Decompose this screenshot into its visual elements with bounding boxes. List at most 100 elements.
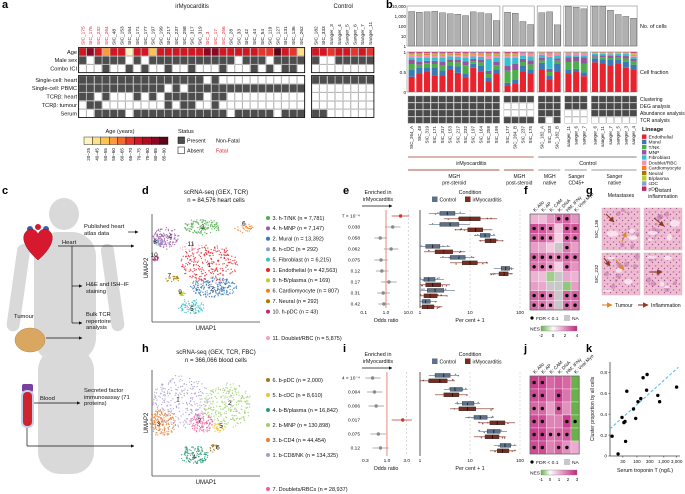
- umap-point: [159, 409, 162, 411]
- fdr-dot: [532, 236, 536, 240]
- umap-point: [246, 395, 249, 397]
- umap-point: [152, 259, 155, 261]
- umap-cluster-4: [180, 445, 209, 465]
- sc_heart-cell: [94, 75, 102, 84]
- tcr-cell: [446, 116, 454, 124]
- umap-point: [224, 395, 226, 397]
- umap-point: [186, 449, 189, 451]
- p-value-label: 0.17: [351, 280, 361, 286]
- serum-cell: [319, 109, 328, 118]
- nes-cell: [554, 261, 563, 272]
- umap-point: [161, 239, 164, 242]
- umap-point: [190, 409, 193, 411]
- tcr_tumour-cell: [281, 100, 290, 110]
- combo_ici-cell: [242, 64, 251, 73]
- sc_heart-cell: [164, 75, 173, 84]
- age-cell: [86, 47, 95, 56]
- umap-point: [214, 411, 217, 413]
- umap-point: [204, 231, 206, 233]
- male_sex-cell: [335, 56, 343, 65]
- umap-point: [168, 243, 170, 246]
- p-value-label: 0.006: [348, 404, 360, 410]
- umap-point: [174, 375, 177, 377]
- serum-cell: [211, 109, 219, 118]
- umap-point: [218, 263, 220, 265]
- fraction-segment: [512, 55, 519, 58]
- umap-point: [193, 401, 195, 403]
- k-y-tick-label: 0.2: [600, 433, 607, 439]
- umap-point: [168, 425, 171, 428]
- umap-point: [230, 262, 233, 264]
- box-jitter-point: [453, 408, 456, 410]
- sample-id-label: sanger_11: [566, 126, 571, 147]
- umap-point: [197, 284, 200, 286]
- box-jitter-point: [484, 239, 487, 241]
- fdr-dot: [565, 265, 569, 269]
- tcr_heart-cell: [133, 92, 141, 101]
- umap-point: [188, 413, 191, 416]
- sample-id-label: SIC_182: [313, 26, 319, 45]
- umap-point: [220, 420, 222, 423]
- box-jitter-point: [438, 374, 440, 376]
- umap-point: [199, 398, 201, 400]
- combo_ici-cell: [195, 64, 204, 73]
- box-jitter-point: [432, 290, 434, 292]
- sample-id-label: SIC_264_A: [409, 126, 414, 149]
- umap-point: [165, 423, 168, 426]
- umap-point: [197, 422, 199, 425]
- percent-tick-label: 100: [516, 310, 524, 316]
- cluster-legend-label: 4. h-MNP (n = 7,147): [273, 226, 325, 232]
- sample-id-label: SIC_119: [268, 26, 274, 45]
- tcr_tumour-cell: [297, 100, 305, 110]
- umap-point: [229, 273, 231, 275]
- sub-group-label-1: MGH: [448, 174, 460, 180]
- umap-point: [208, 283, 211, 286]
- umap-point: [217, 259, 219, 262]
- fraction-segment: [573, 55, 580, 57]
- cluster-number-label: 3: [201, 224, 205, 231]
- tcr_heart-cell: [125, 92, 134, 101]
- fraction-segment: [477, 60, 484, 63]
- umap-point: [163, 237, 166, 240]
- fraction-segment: [416, 54, 423, 56]
- umap-point: [217, 411, 219, 413]
- fdr-dot: [565, 245, 569, 250]
- umap-point: [165, 421, 167, 424]
- clustering-cell: [614, 95, 622, 103]
- box-jitter-point: [445, 285, 448, 287]
- box-jitter-point: [476, 262, 479, 264]
- he-light-patch: [607, 256, 616, 260]
- nes-cell: [570, 271, 580, 282]
- serum-cell: [226, 109, 235, 118]
- tcr-cell: [553, 116, 561, 124]
- tcr_heart-cell: [141, 92, 149, 101]
- cell-count-bar: [416, 11, 423, 47]
- umap-point: [195, 268, 197, 271]
- p-value-label: 0.075: [348, 258, 360, 264]
- age-cell: [125, 47, 134, 56]
- box-jitter-point: [496, 239, 498, 241]
- box-jitter-point: [510, 273, 512, 275]
- umap-point: [207, 398, 209, 400]
- umap-point: [192, 387, 194, 390]
- umap-point: [226, 265, 229, 267]
- sample-id-label: SIC_177: [143, 26, 149, 45]
- umap-point: [162, 415, 164, 417]
- fdr-dot: [548, 255, 553, 259]
- umap-point: [196, 302, 198, 304]
- or-tick-label: 1.0: [384, 458, 391, 464]
- umap-point: [189, 397, 192, 400]
- sub-group-label-2: native: [608, 181, 622, 187]
- umap-point: [217, 392, 219, 394]
- umap-point: [180, 292, 183, 294]
- age-cell: [250, 47, 258, 56]
- male_sex-cell: [327, 56, 335, 65]
- umap-point: [163, 419, 165, 421]
- deg-cell: [453, 102, 462, 110]
- box-jitter-point: [427, 279, 429, 281]
- tcr_tumour-cell: [234, 100, 243, 110]
- umap-point: [202, 285, 204, 287]
- tcr_heart-cell: [327, 92, 335, 101]
- umap-point: [194, 274, 197, 276]
- abundance-cell: [461, 109, 470, 117]
